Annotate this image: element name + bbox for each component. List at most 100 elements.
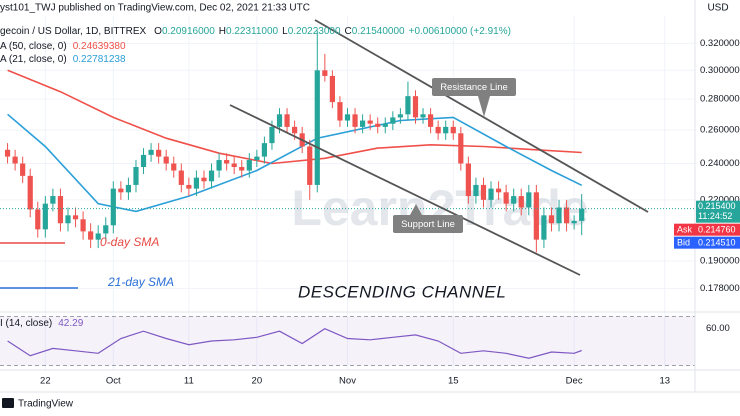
support-line — [229, 104, 581, 276]
annotation: 0-day SMA — [100, 235, 159, 249]
candle-body — [276, 114, 283, 127]
candle-body — [88, 231, 94, 240]
candle-body — [397, 114, 403, 118]
x-tick-label: 11 — [184, 376, 194, 387]
candle-body — [254, 156, 260, 161]
x-tick-label: 22 — [40, 376, 51, 387]
candle-body — [292, 126, 298, 134]
ohlc-value: 0.20223000 — [288, 26, 341, 37]
candle-body — [571, 220, 577, 224]
ohlc-value: 0.22311000 — [226, 26, 279, 37]
ohlc-label: O — [154, 26, 162, 37]
candle-body — [344, 114, 351, 121]
candle-body — [261, 143, 268, 157]
candle-body — [231, 163, 237, 168]
ohlc-label: C — [345, 26, 352, 37]
y-tick-label: 0.220000 — [700, 194, 740, 205]
header-strip — [0, 0, 695, 16]
countdown: 11:24:52 — [698, 211, 732, 221]
candle-body — [533, 192, 539, 240]
candle-body — [239, 167, 245, 171]
change: +0.00610000 (+2.91%) — [409, 26, 511, 37]
candle-body — [480, 184, 487, 200]
candle-body — [307, 146, 313, 185]
candle-body — [526, 192, 532, 208]
y-tick-label: 0.240000 — [700, 158, 740, 169]
candle-body — [548, 215, 555, 224]
annotation: 21-day SMA — [107, 275, 174, 289]
indicator-name: A (50, close, 0) — [0, 41, 67, 52]
candle-body — [360, 120, 366, 127]
price-tag — [696, 200, 740, 223]
candle-body — [178, 170, 184, 185]
ask-price: 0.214760 — [698, 225, 736, 235]
candle-body — [390, 117, 396, 124]
candle-body — [201, 177, 207, 182]
candle-body — [186, 184, 192, 189]
annotation: DESCENDING CHANNEL — [298, 282, 506, 301]
candle-body — [488, 188, 494, 200]
candle-body — [269, 126, 275, 144]
brand[interactable]: TradingView — [18, 399, 74, 410]
candle-body — [140, 154, 147, 168]
currency: USD — [707, 3, 728, 14]
candle-body — [35, 209, 41, 230]
ohlc-label: L — [282, 26, 288, 37]
candle-body — [337, 102, 343, 121]
indicator-legend: A (50, close, 0) 0.24639380 — [0, 41, 126, 52]
ask-tag — [674, 223, 740, 236]
candle-body — [193, 177, 200, 189]
candle-body — [405, 96, 411, 115]
indicator-name: A (21, close, 0) — [0, 54, 67, 65]
candle-body — [284, 114, 290, 127]
candle-body — [367, 120, 373, 124]
candle-body — [125, 184, 132, 193]
candle-body — [65, 215, 71, 224]
candle-body — [352, 114, 358, 127]
candle-body — [314, 70, 320, 185]
candle-body — [412, 96, 419, 118]
candle-body — [110, 188, 116, 226]
rsi-line — [7, 328, 582, 359]
symbol: gecoin / US Dollar, 1D, BITTREX — [0, 26, 146, 37]
candle-body — [450, 126, 456, 134]
callout-pointer — [478, 96, 490, 117]
candle-body — [148, 149, 154, 155]
moving-average-line — [7, 69, 582, 165]
candle-body — [563, 207, 570, 224]
candle-body — [208, 170, 215, 182]
x-tick-label: Dec — [566, 376, 583, 387]
callout-box — [432, 78, 516, 96]
x-tick-label: Oct — [106, 376, 121, 387]
annotation: Resistance Line — [440, 82, 508, 93]
y-tick-label: 0.178000 — [700, 283, 740, 294]
candle-body — [4, 149, 11, 157]
y-tick-label: 0.300000 — [700, 65, 740, 76]
candle-body — [95, 233, 101, 240]
publisher: yst101_TWJ published on TradingView.com,… — [0, 3, 310, 14]
candle-body — [503, 192, 509, 204]
candle-body — [443, 126, 449, 134]
candle-body — [458, 133, 464, 164]
x-tick-label: 13 — [659, 376, 670, 387]
candle-body — [20, 163, 26, 176]
callout-pointer — [410, 204, 422, 215]
candle-body — [518, 196, 524, 208]
candle-body — [427, 114, 434, 127]
rsi-band — [0, 316, 695, 366]
candle-body — [80, 219, 86, 232]
plot — [0, 30, 695, 366]
candle-body — [216, 160, 222, 171]
candle-body — [382, 123, 388, 127]
candle-body — [133, 167, 139, 185]
ohlc-label: H — [219, 26, 226, 37]
rsi-legend: I (14, close) 42.29 — [0, 318, 84, 329]
candle-body — [42, 203, 48, 230]
y-tick-label: 0.280000 — [700, 94, 740, 105]
indicator-value: 0.24639380 — [73, 41, 126, 52]
x-tick-label: 20 — [252, 376, 263, 387]
resistance-line — [314, 19, 649, 213]
candle-body — [156, 149, 162, 157]
bid-price: 0.214510 — [698, 238, 736, 248]
candle-body — [375, 123, 381, 127]
